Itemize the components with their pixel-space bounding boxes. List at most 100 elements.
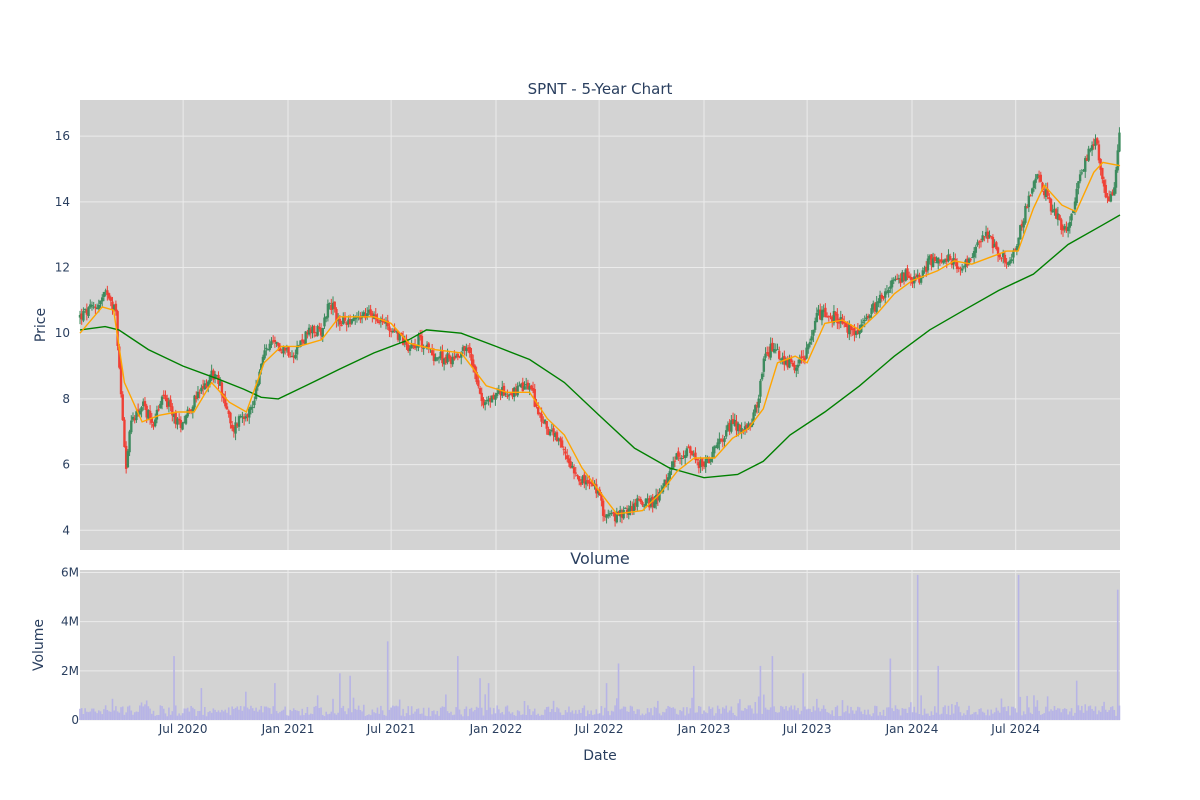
volume-bar	[183, 708, 186, 720]
candle-body	[762, 358, 766, 372]
volume-bar	[1099, 711, 1102, 720]
volume-bar	[125, 712, 127, 720]
candle-body	[1048, 197, 1051, 200]
candle-body	[572, 467, 576, 474]
volume-bar	[781, 706, 784, 720]
candle-body	[191, 406, 195, 413]
volume-bar	[427, 707, 430, 720]
volume-bar	[86, 711, 88, 720]
candle-body	[460, 352, 463, 358]
volume-bar	[578, 709, 580, 720]
volume-bar	[486, 710, 488, 720]
volume-bar	[998, 712, 1001, 720]
volume-bar	[450, 711, 452, 720]
volume-bar	[631, 706, 633, 720]
candle-body	[446, 353, 449, 363]
volume-bar	[980, 708, 982, 720]
candle-body	[396, 331, 400, 340]
volume-bar	[1007, 706, 1010, 720]
volume-x-ticks: Jul 2020 Jan 2021 Jul 2021 Jan 2022 Jul 2022…	[158, 722, 1040, 736]
volume-bar	[1029, 712, 1032, 720]
volume-bar	[689, 708, 692, 720]
volume-bar	[528, 709, 531, 720]
candle-body	[668, 471, 672, 479]
candle-body	[637, 499, 641, 501]
volume-bar	[193, 709, 196, 720]
candle-body	[1013, 249, 1017, 251]
volume-bar	[951, 704, 953, 720]
volume-bar	[1039, 714, 1042, 720]
volume-bar	[665, 708, 668, 720]
volume-bar	[906, 712, 909, 720]
candle-body	[945, 258, 948, 262]
candle-body	[540, 413, 543, 422]
candle-body	[99, 300, 102, 305]
candle-body	[1019, 225, 1022, 240]
price-panel: 4 6 8 10 12 14 16 SPNT - 5-Year Chart Price	[33, 80, 1121, 550]
volume-bar	[405, 713, 408, 720]
volume-bar	[214, 709, 216, 720]
volume-bar	[511, 712, 514, 720]
candle-body	[101, 297, 104, 302]
ma-long-line	[79, 214, 1121, 479]
candle-body	[362, 312, 365, 317]
volume-bar	[369, 715, 372, 720]
volume-bar	[1075, 680, 1078, 720]
candle-body	[388, 326, 391, 331]
volume-bar	[927, 713, 929, 720]
candle-body	[653, 502, 656, 508]
candle-body	[588, 481, 591, 484]
candle-body	[1092, 144, 1095, 146]
candle-body	[642, 505, 646, 507]
volume-bar	[1057, 708, 1059, 720]
volume-bar	[593, 714, 596, 720]
volume-bar	[378, 713, 380, 720]
candle-body	[827, 316, 830, 318]
candle-body	[1096, 138, 1099, 144]
candle-body	[449, 357, 453, 364]
candle-body	[993, 243, 996, 247]
candle-body	[174, 412, 177, 425]
candle-body	[1073, 201, 1077, 210]
candle-body	[841, 318, 844, 324]
volume-bar	[139, 705, 141, 720]
candle-body	[189, 409, 193, 411]
volume-bar	[944, 705, 946, 720]
volume-bar	[475, 706, 478, 720]
volume-bar	[692, 665, 695, 720]
candle-body	[1022, 221, 1025, 228]
price-chart-title: SPNT - 5-Year Chart	[528, 80, 673, 98]
volume-bar	[99, 711, 102, 720]
candle-body	[1097, 144, 1101, 161]
volume-bar	[91, 708, 93, 720]
volume-bar	[920, 695, 922, 720]
candle-body	[1065, 227, 1068, 231]
candle-body	[1043, 191, 1046, 196]
candle-body	[461, 347, 465, 351]
candle-body	[863, 319, 866, 322]
volume-bar	[147, 706, 150, 720]
candle-body	[359, 317, 362, 320]
candle-body	[771, 342, 774, 352]
volume-bar	[580, 712, 582, 720]
candle-body	[321, 328, 324, 337]
candle-body	[1036, 174, 1039, 179]
volume-bar	[1051, 710, 1054, 720]
volume-bar	[790, 705, 792, 720]
candle-body	[892, 279, 895, 281]
candle-body	[89, 304, 92, 308]
candle-body	[525, 384, 528, 386]
volume-bar	[564, 710, 567, 720]
candle-body	[916, 274, 919, 277]
candle-body	[629, 505, 632, 510]
candle-body	[555, 432, 559, 442]
volume-bar	[209, 711, 211, 720]
volume-bar	[609, 715, 611, 720]
candle-body	[237, 416, 241, 427]
candle-body	[984, 231, 988, 236]
candle-body	[118, 346, 121, 368]
volume-bar	[207, 712, 210, 720]
volume-bar	[197, 711, 199, 720]
volume-bar	[966, 710, 969, 720]
candle-body	[682, 456, 685, 458]
